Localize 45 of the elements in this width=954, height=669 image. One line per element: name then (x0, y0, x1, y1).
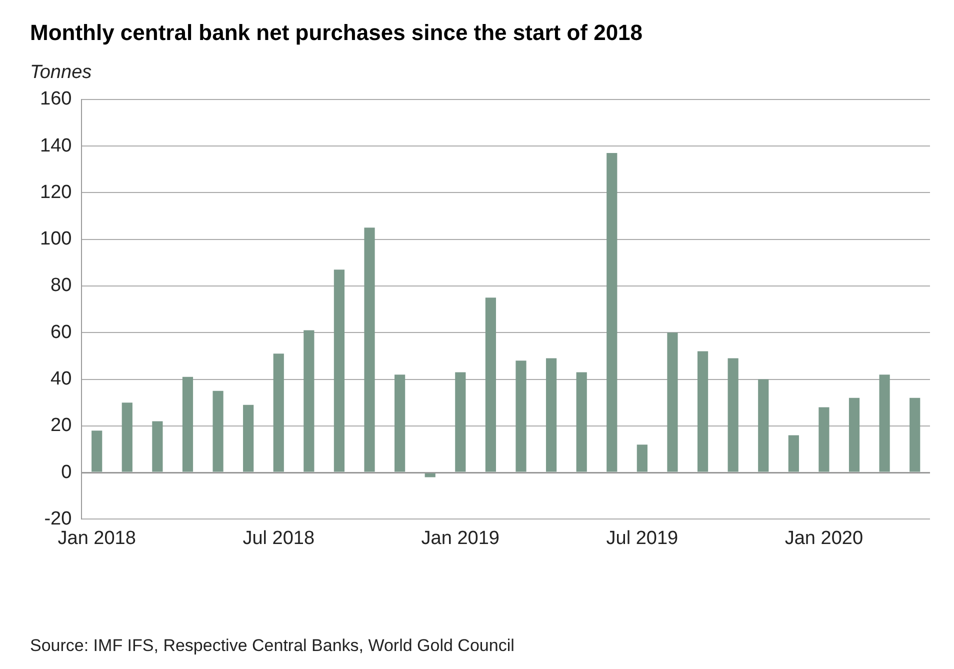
y-tick-label: 0 (61, 462, 72, 483)
y-tick-label: 20 (50, 415, 72, 436)
bar (516, 360, 526, 472)
bar (697, 351, 708, 472)
bar (273, 354, 284, 472)
bar (910, 398, 920, 472)
bar (394, 374, 406, 472)
bar (818, 407, 830, 472)
bar (455, 372, 466, 472)
x-tick-label: Jul 2019 (606, 528, 678, 549)
chart-title: Monthly central bank net purchases since the start of 2018 (30, 20, 643, 46)
bar (122, 402, 132, 472)
y-tick-label: 100 (40, 228, 72, 250)
bar (546, 358, 557, 472)
y-axis-title: Tonnes (30, 62, 92, 84)
x-tick-label: Jan 2020 (784, 528, 864, 549)
bar (243, 404, 254, 472)
bar (606, 153, 618, 472)
bar (848, 398, 860, 472)
bar (92, 430, 102, 472)
x-tick-label: Jan 2019 (421, 528, 500, 549)
y-tick-label: 160 (40, 88, 72, 110)
x-tick-label: Jul 2018 (242, 528, 315, 549)
bar (636, 444, 648, 472)
y-tick-label: -20 (44, 508, 72, 530)
bar (152, 421, 163, 472)
bar (485, 298, 496, 472)
y-tick-label: 60 (50, 322, 72, 343)
y-tick-label: 80 (50, 275, 72, 296)
bar (304, 330, 314, 472)
bar (182, 376, 194, 472)
bar (667, 332, 678, 472)
bar (212, 390, 224, 472)
y-tick-label: 140 (40, 135, 72, 156)
bar (728, 358, 738, 472)
bar (758, 379, 769, 472)
y-tick-label: 120 (40, 182, 72, 203)
source-note: Source: IMF IFS, Respective Central Banks, World Gold Council (30, 636, 514, 656)
x-tick-label: Jan 2018 (58, 528, 136, 549)
bar (576, 372, 587, 472)
bar (879, 374, 890, 472)
bar (788, 435, 799, 472)
y-tick-label: 40 (50, 368, 72, 390)
bar (334, 270, 345, 472)
bar (364, 228, 375, 472)
